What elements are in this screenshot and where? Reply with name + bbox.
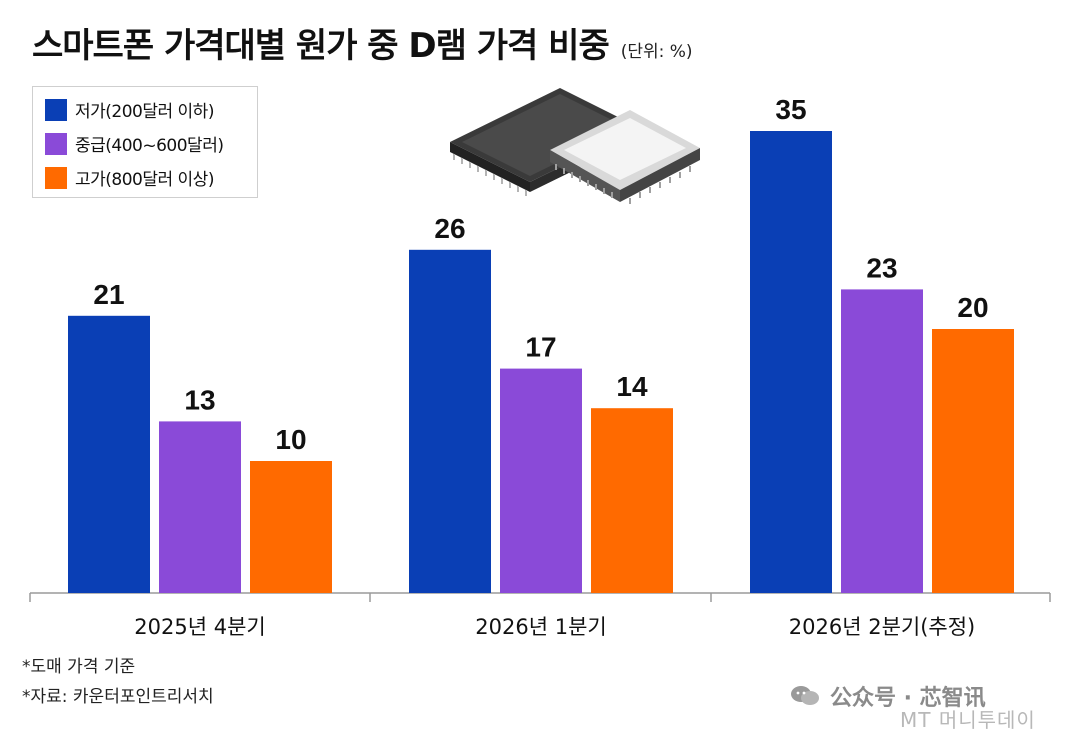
data-label-2-2: 20 [957,292,988,323]
x-tick-label-1: 2026년 1분기 [475,615,606,639]
chart-title: 스마트폰 가격대별 원가 중 D램 가격 비중 [32,26,610,66]
bar-2-1 [841,289,923,593]
legend-swatch-mid [45,132,67,155]
data-label-1-0: 26 [434,213,465,244]
data-label-0-0: 21 [93,279,124,310]
bar-2-2 [932,329,1014,593]
dram-chip-illustration [450,88,700,204]
x-tick-label-0: 2025년 4분기 [134,615,265,639]
bar-1-0 [409,249,491,594]
wechat-watermark: 公众号 · 芯智讯 [790,680,986,712]
footnotes: *도매 가격 기준 *자료: 카운터포인트리서치 [22,652,214,712]
note-source: *자료: 카운터포인트리서치 [22,687,214,707]
legend-item-low: 저가(200달러 이하) [45,97,214,122]
title-row: 스마트폰 가격대별 원가 중 D램 가격 비중 (단위: %) [32,18,693,67]
x-tick-label-2: 2026년 2분기(추정) [789,615,975,639]
bar-0-2 [250,461,332,593]
unit-label: (단위: %) [620,42,693,62]
bar-1-1 [500,368,582,593]
publisher-watermark: MT 머니투데이 [900,708,1036,732]
chip-front [550,110,700,204]
legend-label-high: 고가(800달러 이상) [75,170,214,190]
bar-1-2 [591,408,673,593]
wechat-icon [791,686,819,705]
legend: 저가(200달러 이하) 중급(400~600달러) 고가(800달러 이상) [32,86,258,198]
legend-label-low: 저가(200달러 이하) [75,102,214,122]
wechat-account-text: 公众号 · 芯智讯 [830,686,986,711]
legend-item-mid: 중급(400~600달러) [45,131,224,156]
data-label-0-1: 13 [184,384,215,415]
legend-swatch-low [45,98,67,121]
note-basis: *도매 가격 기준 [22,657,136,677]
data-label-0-2: 10 [275,424,306,455]
legend-swatch-high [45,166,67,189]
bar-0-0 [68,315,150,593]
bar-2-0 [750,131,832,593]
data-label-2-0: 35 [775,94,806,125]
legend-item-high: 고가(800달러 이상) [45,165,214,190]
bar-0-1 [159,421,241,593]
data-label-2-1: 23 [866,252,897,283]
legend-label-mid: 중급(400~600달러) [75,136,224,156]
data-label-1-2: 14 [616,371,648,402]
data-label-1-1: 17 [525,332,556,363]
